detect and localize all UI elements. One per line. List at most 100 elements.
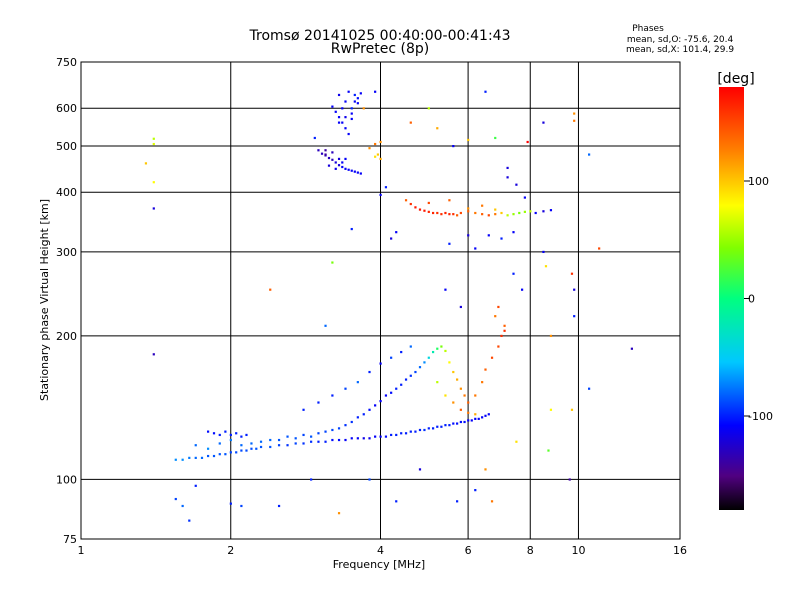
data-point bbox=[549, 334, 553, 338]
data-point bbox=[573, 288, 576, 291]
data-point bbox=[456, 214, 459, 217]
colorbar-ticks: 100 0 -100 bbox=[744, 175, 773, 423]
data-point bbox=[310, 435, 313, 438]
data-point bbox=[573, 112, 576, 115]
data-point bbox=[337, 157, 341, 161]
data-point bbox=[459, 408, 462, 411]
data-point bbox=[344, 157, 347, 161]
plot-frame bbox=[80, 61, 681, 540]
data-point bbox=[359, 172, 362, 175]
data-point bbox=[255, 447, 258, 450]
stats-x-mode: mean, sd,X: 101.4, 29.9 bbox=[626, 45, 734, 55]
data-point bbox=[518, 211, 521, 215]
data-point bbox=[356, 97, 359, 100]
data-point bbox=[240, 444, 243, 447]
data-point bbox=[568, 478, 571, 481]
data-point bbox=[467, 210, 470, 213]
data-point bbox=[286, 435, 289, 438]
data-point bbox=[598, 247, 601, 250]
data-point bbox=[302, 408, 305, 411]
data-point bbox=[350, 107, 353, 110]
data-point bbox=[418, 468, 422, 471]
data-point bbox=[331, 105, 334, 108]
data-point bbox=[452, 144, 455, 148]
data-point bbox=[444, 211, 447, 215]
data-point bbox=[463, 420, 466, 424]
stats-o-mode: mean, sd,O: -75.6, 20.4 bbox=[627, 35, 734, 45]
data-point bbox=[587, 153, 591, 156]
x-tick-label: 6 bbox=[465, 544, 472, 557]
data-point bbox=[269, 288, 272, 291]
chart-subtitle: RwPretec (8p) bbox=[331, 41, 429, 57]
data-point bbox=[334, 110, 337, 113]
data-point bbox=[152, 353, 155, 356]
data-point bbox=[347, 90, 350, 93]
y-tick-label: 600 bbox=[56, 102, 77, 115]
data-point bbox=[235, 432, 238, 435]
data-point bbox=[353, 170, 356, 173]
data-point bbox=[404, 378, 408, 381]
data-point bbox=[359, 92, 362, 95]
data-point bbox=[526, 140, 529, 144]
data-point bbox=[344, 100, 347, 103]
data-point bbox=[630, 347, 633, 350]
data-point bbox=[497, 345, 500, 348]
data-point bbox=[390, 391, 393, 394]
data-point bbox=[384, 435, 388, 438]
data-point bbox=[474, 489, 477, 492]
data-point bbox=[506, 214, 509, 217]
data-point bbox=[337, 121, 341, 124]
data-point bbox=[302, 442, 305, 445]
data-point bbox=[463, 394, 466, 397]
data-point bbox=[456, 500, 459, 503]
data-point bbox=[356, 171, 359, 174]
data-point bbox=[379, 140, 382, 144]
data-point bbox=[459, 420, 462, 424]
data-point bbox=[379, 193, 382, 197]
data-point bbox=[395, 433, 398, 437]
data-point bbox=[474, 211, 477, 215]
data-point bbox=[350, 117, 353, 121]
data-point bbox=[487, 234, 490, 237]
data-point bbox=[503, 324, 506, 327]
data-point bbox=[320, 152, 324, 155]
data-point bbox=[245, 433, 248, 437]
data-point bbox=[390, 433, 393, 437]
data-point bbox=[294, 442, 297, 445]
data-point bbox=[384, 186, 388, 189]
data-point bbox=[418, 366, 422, 369]
data-point bbox=[467, 419, 470, 422]
data-point bbox=[549, 408, 553, 411]
data-point bbox=[467, 207, 470, 210]
y-tick-label: 750 bbox=[56, 56, 77, 69]
data-point bbox=[487, 214, 490, 217]
data-point bbox=[484, 368, 487, 371]
data-point bbox=[317, 149, 320, 152]
y-axis-label: Stationary phase Virtual Height [km] bbox=[38, 199, 51, 401]
data-point bbox=[587, 387, 591, 390]
data-point bbox=[395, 231, 398, 234]
data-point bbox=[259, 440, 263, 443]
data-point bbox=[327, 164, 331, 167]
data-point bbox=[341, 165, 344, 169]
data-point bbox=[368, 437, 371, 440]
data-point bbox=[347, 168, 350, 171]
data-point bbox=[467, 138, 470, 142]
data-point bbox=[331, 151, 334, 154]
data-point bbox=[259, 445, 263, 449]
x-tick-label: 1 bbox=[78, 544, 85, 557]
data-point bbox=[379, 362, 382, 365]
y-tick-label: 400 bbox=[56, 186, 77, 199]
data-point bbox=[573, 119, 576, 122]
data-point bbox=[512, 272, 515, 275]
data-point bbox=[547, 449, 550, 452]
data-point bbox=[362, 413, 365, 416]
data-point bbox=[350, 227, 353, 231]
data-point bbox=[194, 484, 197, 487]
colorbar-tick-label: 0 bbox=[748, 293, 755, 306]
data-point bbox=[409, 202, 412, 206]
data-point bbox=[334, 167, 337, 170]
data-point bbox=[235, 451, 238, 454]
data-point bbox=[436, 347, 439, 350]
